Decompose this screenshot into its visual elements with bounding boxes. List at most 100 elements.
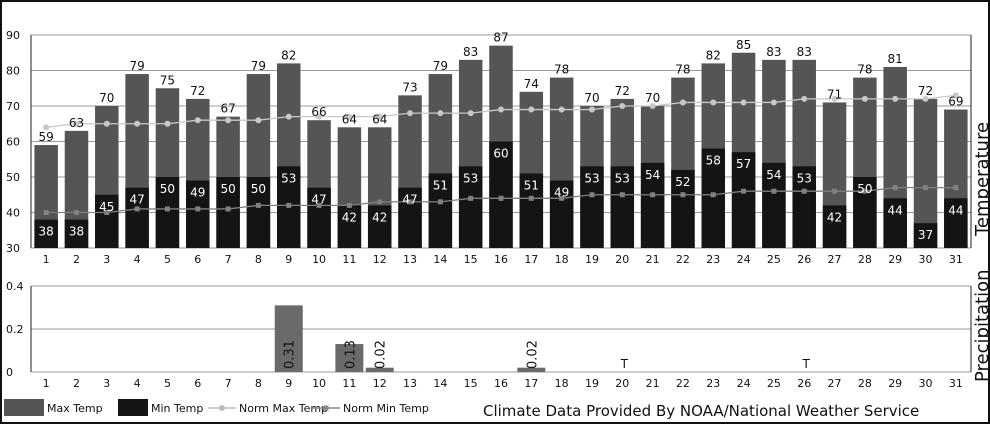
temp-day-label: 15 [464, 253, 478, 266]
min-temp-label: 37 [918, 228, 933, 242]
precip-bar [365, 367, 394, 372]
legend-label: Max Temp [47, 402, 103, 415]
min-temp-bar [762, 162, 786, 248]
temp-day-label: 17 [524, 253, 538, 266]
max-temp-label: 72 [918, 84, 933, 98]
temp-day-label: 8 [255, 253, 262, 266]
min-temp-bar [155, 177, 180, 248]
temp-day-label: 2 [73, 253, 80, 266]
norm-max-point [316, 113, 323, 120]
norm-max-point [164, 120, 171, 127]
precip-day-label: 14 [433, 377, 447, 390]
norm-min-point [195, 206, 201, 212]
max-temp-label: 63 [69, 116, 84, 130]
temp-y-tick: 50 [6, 171, 20, 184]
min-temp-label: 51 [433, 178, 448, 192]
min-temp-bar [337, 205, 362, 248]
norm-min-point [589, 192, 595, 198]
norm-min-point [43, 210, 49, 215]
min-temp-label: 57 [736, 157, 751, 171]
max-temp-label: 70 [645, 91, 660, 105]
norm-min-point [559, 195, 565, 201]
precip-day-label: 8 [255, 377, 262, 390]
temperature-y-axis: 30 40 50 60 70 80 90 [6, 29, 20, 255]
precipitation-bars: 0.31 0.13 0.02 0.02 T T [274, 305, 811, 372]
norm-max-point [649, 103, 656, 109]
min-temp-bar [701, 148, 726, 248]
norm-min-point [710, 192, 716, 198]
max-temp-bar [64, 130, 89, 248]
min-temp-label: 49 [190, 186, 205, 200]
precip-day-label: 28 [858, 377, 872, 390]
norm-min-point [346, 202, 352, 208]
max-temp-label: 67 [220, 102, 235, 116]
norm-max-point [922, 95, 929, 102]
precip-day-label: 16 [494, 377, 508, 390]
legend-label: Min Temp [151, 402, 203, 415]
max-temp-label: 79 [129, 59, 144, 73]
min-temp-bar [367, 205, 392, 248]
norm-max-point [740, 99, 747, 106]
norm-max-point [225, 117, 232, 124]
precip-day-label: 9 [285, 377, 292, 390]
min-temp-bar [246, 177, 271, 248]
max-temp-label: 87 [493, 31, 508, 45]
precip-bar [274, 305, 303, 372]
precip-day-label: 24 [737, 377, 751, 390]
temp-day-label: 9 [285, 253, 292, 266]
precip-bar [335, 344, 364, 372]
min-temp-label: 42 [342, 210, 357, 224]
norm-min-point [832, 188, 838, 194]
precip-day-label: 11 [342, 377, 356, 390]
min-temp-bar [580, 166, 604, 248]
min-temp-bar [216, 177, 240, 248]
min-temp-bar [34, 219, 58, 248]
norm-min-point [650, 192, 656, 198]
min-temp-bar [671, 169, 695, 248]
norm-max-point [710, 99, 717, 106]
precip-value-label: 0.13 [343, 340, 358, 369]
precip-day-label: 23 [706, 377, 720, 390]
norm-min-point [892, 185, 898, 191]
min-temp-label: 42 [827, 210, 842, 224]
precip-day-label: 20 [615, 377, 629, 390]
min-temp-bar [64, 219, 89, 248]
temp-day-label: 5 [164, 253, 171, 266]
max-temp-label: 73 [402, 80, 417, 94]
min-temp-label: 54 [645, 168, 660, 182]
temp-day-label: 6 [194, 253, 201, 266]
precip-day-label: 26 [797, 377, 811, 390]
legend-label: Norm Min Temp [343, 402, 429, 415]
norm-min-point [953, 185, 959, 191]
temp-y-tick: 90 [6, 29, 20, 42]
min-temp-bar [489, 141, 513, 248]
precip-bar [517, 367, 546, 372]
norm-min-point [225, 206, 231, 212]
norm-min-point [680, 192, 686, 198]
precip-day-label: 27 [828, 377, 842, 390]
precip-day-label: 15 [464, 377, 478, 390]
precip-y-tick: 0.2 [6, 323, 24, 336]
min-temp-label: 47 [402, 193, 417, 207]
min-temp-label: 50 [857, 182, 872, 196]
max-temp-label: 83 [797, 45, 812, 59]
precipitation-day-labels: 1 2 3 4 5 6 7 8 9 10 11 12 13 14 15 16 17 18 19 20 21 22 23 24 2… [43, 377, 963, 390]
min-temp-bar [640, 162, 665, 248]
norm-min-point [134, 206, 140, 212]
max-temp-bar [913, 98, 938, 249]
min-temp-bar [519, 173, 544, 248]
max-temp-label: 69 [948, 95, 963, 109]
norm-max-point [346, 113, 353, 120]
max-temp-label: 71 [827, 87, 842, 101]
temp-day-label: 20 [615, 253, 629, 266]
temp-day-label: 22 [676, 253, 690, 266]
temp-day-label: 26 [797, 253, 811, 266]
norm-min-point [528, 195, 534, 201]
normal-lines [43, 92, 959, 215]
temp-y-tick: 70 [6, 100, 20, 113]
temp-y-tick: 60 [6, 136, 20, 149]
precip-value-label: 0.02 [525, 340, 540, 369]
norm-max-point [528, 106, 535, 113]
min-temp-label: 50 [251, 182, 266, 196]
temp-y-tick: 40 [6, 207, 20, 220]
